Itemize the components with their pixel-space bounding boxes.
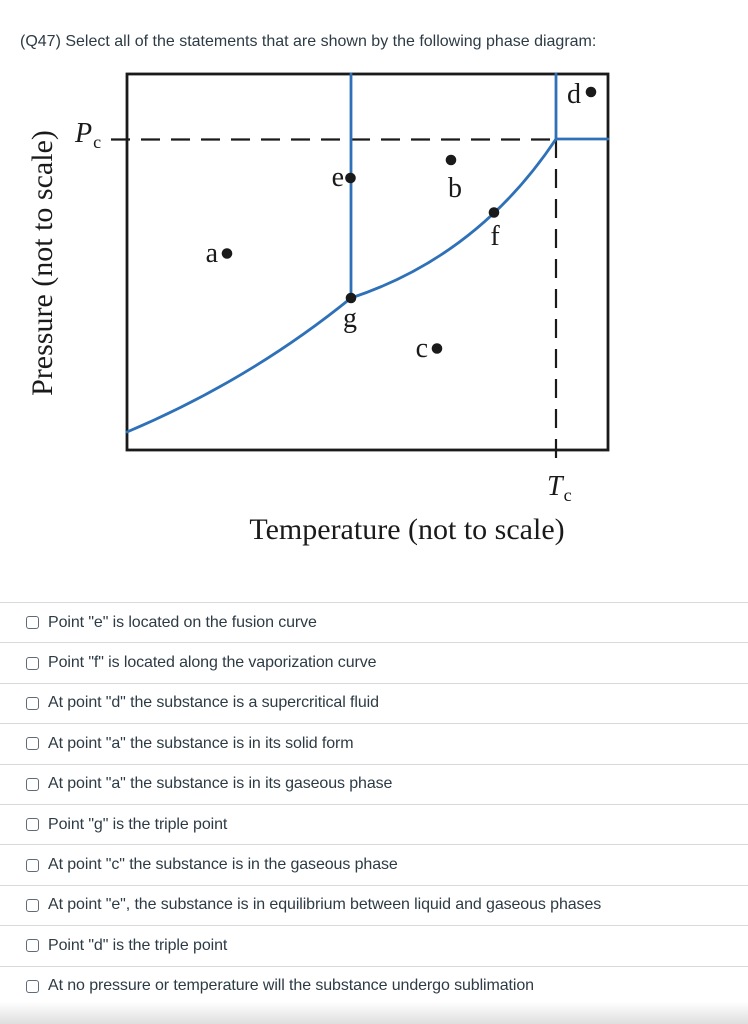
point-dot-d	[585, 86, 597, 98]
pc-subscript: c	[93, 132, 101, 152]
option-label: At point "a" the substance is in its sol…	[48, 734, 354, 752]
option-row-6[interactable]: Point "g" is the triple point	[0, 803, 748, 844]
option-row-1[interactable]: Point "e" is located on the fusion curve	[0, 602, 748, 642]
option-row-2[interactable]: Point "f" is located along the vaporizat…	[0, 642, 748, 682]
option-checkbox[interactable]	[26, 737, 39, 751]
option-row-5[interactable]: At point "a" the substance is in its gas…	[0, 763, 748, 804]
curves-layer	[125, 72, 610, 434]
question-prompt: (Q47) Select all of the statements that …	[20, 33, 597, 50]
sublimation-curve	[125, 296, 353, 434]
point-label-g: g	[343, 303, 357, 334]
option-label: At point "e", the substance is in equili…	[48, 896, 602, 914]
option-checkbox[interactable]	[26, 898, 39, 912]
option-row-4[interactable]: At point "a" the substance is in its sol…	[0, 723, 748, 763]
option-row-7[interactable]: At point "c" the substance is in the gas…	[0, 844, 748, 884]
option-checkbox[interactable]	[26, 858, 39, 872]
phase-diagram: Pressure (not to scale) Temperature (not…	[0, 60, 748, 560]
option-checkbox[interactable]	[26, 939, 39, 953]
option-row-8[interactable]: At point "e", the substance is in equili…	[0, 884, 748, 925]
option-label: Point "g" is the triple point	[48, 815, 228, 833]
option-label: Point "f" is located along the vaporizat…	[48, 654, 377, 672]
vaporization-curve	[349, 137, 558, 300]
tc-subscript: c	[564, 485, 572, 505]
point-dot-b	[445, 154, 457, 166]
point-dot-f	[488, 207, 500, 218]
option-label: At no pressure or temperature will the s…	[48, 977, 534, 995]
phase-diagram-svg: Pressure (not to scale) Temperature (not…	[26, 72, 610, 546]
option-checkbox[interactable]	[26, 616, 39, 630]
option-checkbox[interactable]	[26, 979, 39, 993]
tc-label: Tc	[547, 471, 572, 505]
tc-symbol: T	[547, 471, 565, 502]
plot-border	[125, 72, 610, 452]
option-checkbox[interactable]	[26, 777, 39, 791]
option-label: Point "e" is located on the fusion curve	[48, 613, 317, 631]
option-checkbox[interactable]	[26, 818, 39, 832]
pc-symbol: P	[74, 118, 92, 149]
option-label: Point "d" is the triple point	[48, 936, 228, 954]
option-label: At point "c" the substance is in the gas…	[48, 856, 398, 874]
x-axis-label: Temperature (not to scale)	[249, 513, 564, 546]
point-dot-g	[345, 292, 357, 304]
options-list: Point "e" is located on the fusion curve…	[0, 602, 748, 1006]
points-layer: a b c d e f g	[206, 79, 597, 364]
point-label-a: a	[206, 238, 219, 269]
point-label-c: c	[416, 333, 428, 364]
point-label-f: f	[490, 221, 500, 252]
option-checkbox[interactable]	[26, 656, 39, 670]
point-dot-e	[345, 172, 356, 184]
option-row-9[interactable]: Point "d" is the triple point	[0, 925, 748, 965]
option-row-3[interactable]: At point "d" the substance is a supercri…	[0, 682, 748, 723]
point-label-d: d	[567, 79, 581, 110]
point-label-e: e	[332, 162, 344, 193]
point-dot-c	[431, 343, 443, 354]
pc-label: Pc	[74, 118, 101, 152]
option-label: At point "a" the substance is in its gas…	[48, 775, 393, 793]
point-dot-a	[221, 248, 233, 259]
y-axis-label: Pressure (not to scale)	[26, 130, 59, 396]
option-label: At point "d" the substance is a supercri…	[48, 694, 379, 712]
point-label-b: b	[448, 173, 462, 204]
option-row-10[interactable]: At no pressure or temperature will the s…	[0, 965, 748, 1006]
option-checkbox[interactable]	[26, 696, 39, 710]
